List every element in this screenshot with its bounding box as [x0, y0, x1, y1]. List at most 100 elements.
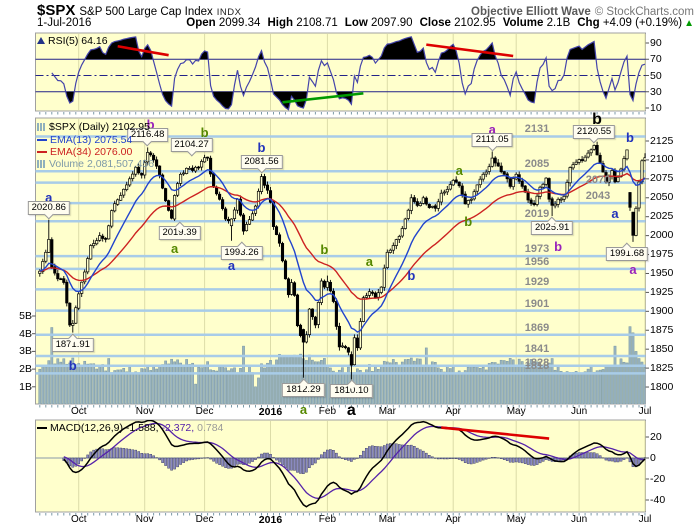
- ticker-symbol: $SPX: [37, 2, 76, 19]
- ema34-legend-text: EMA(34) 2076.00: [50, 146, 133, 158]
- support-level-label: 2070: [585, 173, 611, 186]
- volume-axis-label: 3B: [19, 345, 32, 358]
- macd-legend-name: MACD(12,26,9): [50, 422, 123, 434]
- rsi-legend: RSI(5) 64.16: [37, 35, 108, 47]
- quote-close-value: 2102.95: [454, 17, 496, 29]
- rsi-axis-label: 30: [650, 85, 662, 98]
- month-tick-label: Nov: [135, 514, 154, 525]
- support-level-label: 1869: [524, 321, 550, 334]
- rsi-indicator-icon: [37, 37, 45, 44]
- month-tick-label: Apr: [445, 406, 462, 417]
- wave-label: a: [629, 262, 637, 278]
- macd-axis-label: -20: [650, 473, 666, 485]
- volume-axis-label: 1B: [19, 380, 32, 393]
- month-tick-label: Apr: [445, 514, 462, 525]
- price-axis-label: 1975: [650, 248, 674, 261]
- title-left: $SPX S&P 500 Large Cap Index INDX: [37, 2, 241, 20]
- volume-legend-text: Volume 2,081,507,456: [49, 158, 155, 170]
- wave-label: a: [488, 122, 496, 138]
- month-tick-label: 2016: [258, 406, 283, 418]
- wave-label: b: [592, 110, 602, 128]
- ema13-swatch-icon: [37, 139, 47, 142]
- quote-high-label: High: [267, 17, 294, 29]
- month-tick-label: May: [506, 514, 526, 525]
- volume-axis-label: 4B: [19, 327, 32, 340]
- price-callout: 2116.48: [126, 128, 169, 147]
- price-axis-label: 1900: [650, 304, 674, 317]
- support-level-label: 2131: [524, 123, 550, 136]
- price-axis-label: 1925: [650, 285, 674, 298]
- wave-label: b: [257, 140, 266, 156]
- month-tick-label: Nov: [135, 406, 154, 417]
- month-tick-label: Jul: [638, 514, 652, 525]
- support-level-label: 1901: [524, 297, 550, 310]
- price-axis-label: 1800: [650, 380, 674, 393]
- ema13-legend: EMA(13) 2075.54: [37, 134, 132, 146]
- rsi-axis-label: 90: [650, 37, 662, 49]
- price-callout: 1810.10: [330, 379, 373, 399]
- support-level-label: 1973: [524, 243, 550, 256]
- month-tick-label: Oct: [70, 514, 87, 525]
- quote-close-label: Close: [419, 17, 451, 29]
- price-axis-label: 2025: [650, 210, 674, 223]
- support-level-label: 1929: [524, 276, 550, 289]
- header-row-title: $SPX S&P 500 Large Cap Index INDX Objectiv…: [37, 2, 694, 20]
- price-callout: 1993.26: [220, 241, 263, 260]
- month-tick-label: Dec: [195, 514, 214, 525]
- support-level-label: 2043: [585, 190, 611, 203]
- month-tick-label: Mar: [378, 514, 396, 525]
- quote-strip: Open 2099.34 High 2108.71 Low 2097.90 Close…: [179, 17, 694, 29]
- price-axis-label: 2075: [650, 172, 674, 185]
- support-level-label: 1841: [524, 342, 550, 355]
- axis-wave-label: a: [299, 402, 308, 417]
- quote-open-label: Open: [186, 17, 216, 29]
- price-axis-label: 2000: [650, 229, 674, 242]
- index-name: S&P 500 Large Cap Index: [79, 6, 213, 18]
- volume-axis-label: 2B: [19, 363, 32, 376]
- chg-up-arrow-icon: ▲: [684, 18, 694, 29]
- wave-label: b: [554, 238, 563, 254]
- price-axis-label: 2125: [650, 134, 674, 147]
- macd-axis-label: -40: [650, 494, 666, 506]
- month-tick-label: Dec: [195, 406, 214, 417]
- price-axis-label: 1875: [650, 323, 674, 336]
- price-callout: 2019.39: [158, 221, 201, 240]
- month-tick-label: Jul: [638, 406, 652, 417]
- month-tick-label: Feb: [318, 514, 337, 525]
- month-tick-label: Oct: [70, 406, 87, 417]
- month-tick-label: Feb: [318, 406, 337, 417]
- price-axis-label: 2050: [650, 191, 674, 204]
- wave-label: a: [365, 253, 373, 269]
- wave-label: b: [407, 268, 416, 284]
- rsi-legend-text: RSI(5) 64.16: [48, 35, 108, 47]
- support-level-label: 2019: [524, 208, 550, 221]
- wave-label: b: [68, 357, 77, 373]
- price-callout: 2025.91: [530, 216, 574, 235]
- chart-date: 1-Jul-2016: [37, 17, 92, 29]
- chart-type-icon: [37, 123, 46, 131]
- title-right: Objective Elliott Wave © StockCharts.com: [471, 2, 694, 20]
- quote-low-value: 2097.90: [371, 17, 413, 29]
- main-legend-title-text: $SPX (Daily) 2102.95: [49, 121, 150, 133]
- ema13-legend-text: EMA(13) 2075.54: [50, 134, 133, 146]
- price-callout: 2111.05: [471, 132, 513, 151]
- price-callout: 2120.55: [572, 125, 616, 144]
- price-axis-label: 1825: [650, 361, 674, 374]
- price-axis-label: 2100: [650, 153, 674, 166]
- quote-volume-value: 2.1B: [546, 17, 571, 29]
- wave-label: b: [464, 213, 473, 229]
- quote-chg-value: +4.09 (+0.19%): [602, 17, 683, 29]
- source-credit: © StockCharts.com: [594, 6, 694, 18]
- quote-chg-label: Chg: [577, 17, 600, 29]
- wave-label: b: [626, 129, 634, 145]
- price-callout: 2081.56: [240, 154, 283, 174]
- rsi-axis-label: 70: [650, 53, 662, 66]
- quote-high-value: 2108.71: [296, 17, 338, 29]
- axis-wave-label: a: [346, 402, 356, 419]
- wave-label: b: [200, 125, 209, 141]
- month-tick-label: 2016: [258, 514, 283, 526]
- ema34-legend: EMA(34) 2076.00: [37, 146, 132, 158]
- price-callout: 2020.86: [27, 200, 70, 220]
